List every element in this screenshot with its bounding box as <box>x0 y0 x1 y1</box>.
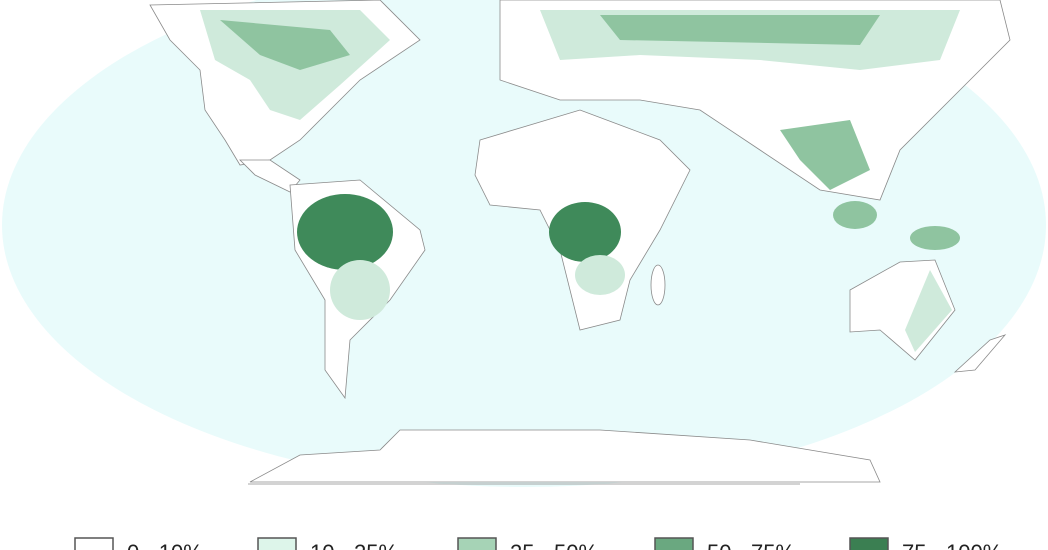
legend-label: 50 - 75% <box>707 540 795 550</box>
north-america-forest-dense <box>220 20 350 70</box>
world-map <box>2 0 1046 487</box>
madagascar <box>650 264 666 306</box>
africa-forest <box>575 255 625 295</box>
legend-swatch <box>457 537 497 550</box>
legend: 0 - 10% 10 - 25% 25 - 50% 50 - 75% 75 - 100% <box>74 537 1002 550</box>
south-america-forest <box>330 260 390 320</box>
legend-label: 25 - 50% <box>510 540 598 550</box>
congo-forest <box>549 202 621 262</box>
legend-swatch <box>257 537 297 550</box>
southeast-asia-forest <box>780 120 870 190</box>
antarctica <box>249 429 881 483</box>
legend-label: 10 - 25% <box>310 540 398 550</box>
new-guinea <box>910 226 960 250</box>
borneo <box>833 201 877 229</box>
amazon-forest <box>297 194 393 270</box>
legend-label: 0 - 10% <box>127 540 203 550</box>
new-zealand <box>953 334 1007 373</box>
legend-label: 75 - 100% <box>902 540 1002 550</box>
legend-swatch <box>74 537 114 550</box>
australia-forest <box>905 270 952 352</box>
legend-swatch <box>654 537 694 550</box>
taiga-forest <box>600 15 880 45</box>
legend-swatch <box>849 537 889 550</box>
